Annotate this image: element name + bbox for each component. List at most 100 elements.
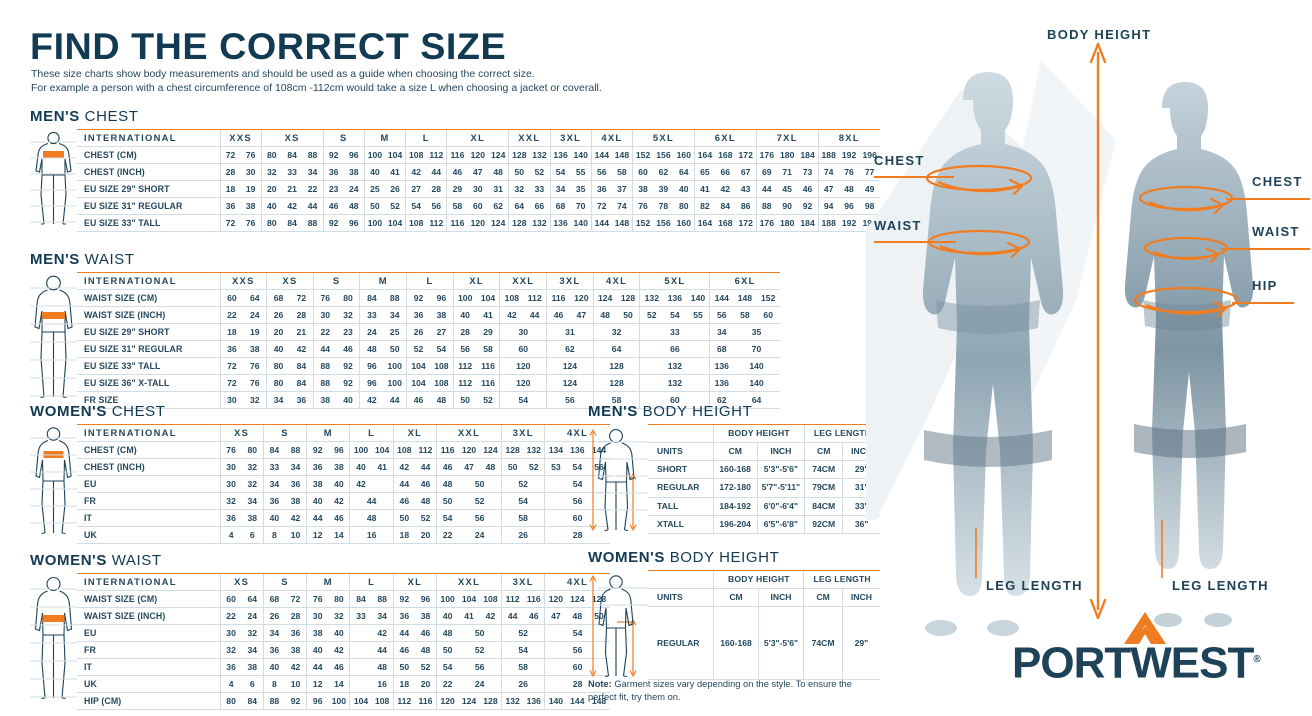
- cell: 42: [328, 492, 350, 510]
- cell: 36: [590, 180, 612, 198]
- cell: 34: [371, 607, 394, 625]
- row-label: REGULAR: [648, 478, 714, 498]
- cell: 120: [458, 441, 480, 459]
- cell: 65: [693, 163, 715, 181]
- table-womens-chest: INTERNATIONAL XS S M L XL XXL 3XL 4XL CHEST (CM)…: [77, 424, 610, 544]
- cell: 34: [262, 624, 285, 642]
- cell: 84: [289, 374, 314, 392]
- table-row: FR SIZE 30 32 34 36 38 40 42 44 46 48 50 52 54 56 58 60 6…: [77, 391, 780, 409]
- section-title-womens-body-height: WOMEN'S BODY HEIGHT: [588, 549, 780, 566]
- cell: 46: [328, 658, 350, 676]
- cell: 29: [476, 323, 500, 341]
- male-waist-figure: [30, 272, 77, 400]
- size-group-header-8xl: 8XL: [817, 129, 880, 147]
- cell: 124: [458, 692, 480, 710]
- cell: 132: [639, 357, 710, 375]
- cell: 94: [817, 197, 839, 215]
- cell: 124: [546, 374, 594, 392]
- cell: 128: [592, 374, 640, 392]
- cell: 46: [392, 641, 415, 659]
- size-group-header-3xl: 3XL: [549, 129, 592, 147]
- cell: 28: [219, 163, 241, 181]
- cell: 66: [529, 197, 550, 215]
- table-row: TALL 184-192 6'0"-6'4" 84CM 33": [648, 497, 880, 516]
- row-label: FR: [77, 641, 220, 659]
- cell: 120: [569, 289, 594, 307]
- cell: 30: [467, 180, 489, 198]
- row-label: WAIST SIZE (CM): [77, 590, 220, 608]
- cell: 46: [414, 475, 437, 493]
- cell: 32: [260, 163, 282, 181]
- cell: 36: [306, 458, 329, 476]
- section-title-mens-chest: MEN'S CHEST: [30, 108, 139, 125]
- cell: 132: [639, 289, 664, 307]
- cell: 112: [523, 289, 547, 307]
- cell: 168: [715, 214, 736, 232]
- row-label: CHEST (CM): [77, 441, 220, 459]
- cell: 34: [284, 458, 307, 476]
- cell: 52: [501, 624, 545, 642]
- cell: 48: [436, 475, 459, 493]
- cell: 44: [392, 624, 415, 642]
- size-group-header-xxs: XXS: [219, 129, 262, 147]
- cell: 43: [735, 180, 757, 198]
- female-height-figure: [588, 570, 648, 680]
- cell: 22: [219, 607, 242, 625]
- cell: 96: [359, 374, 384, 392]
- cell: 134: [544, 441, 567, 459]
- cell: 72: [590, 197, 612, 215]
- row-label: EU SIZE 36" X-TALL: [77, 374, 220, 392]
- row-label: EU SIZE 29" SHORT: [77, 180, 220, 198]
- cell: 108: [392, 441, 415, 459]
- cell: 54: [405, 197, 427, 215]
- size-group-header-4xl: 4XL: [592, 272, 640, 290]
- table-row: CHEST (CM) 76 80 84 88 92 96 100 104 108 112 116 120…: [77, 441, 610, 459]
- cell: 116: [446, 146, 468, 164]
- cell: 55: [570, 163, 592, 181]
- cell: 108: [405, 214, 427, 232]
- cell: 71: [776, 163, 798, 181]
- cell: 136: [549, 214, 571, 232]
- cell: 24: [458, 526, 502, 544]
- cell: 40: [262, 658, 285, 676]
- table-row: UK 4 6 8 10 12 14 16 18 20 22 24 26 28: [77, 675, 610, 693]
- size-group-header-xxl: XXL: [499, 272, 547, 290]
- cell: 136: [566, 441, 589, 459]
- cell: 52: [639, 306, 664, 324]
- table-womens-waist: INTERNATIONAL XS S M L XL XXL 3XL 4XL WAIST SIZE…: [77, 573, 610, 710]
- cell: 50: [458, 624, 502, 642]
- cell: 46: [328, 509, 350, 527]
- size-group-header-xl: XL: [452, 272, 500, 290]
- female-chest-figure: [30, 424, 77, 536]
- size-group-header-xs: XS: [260, 129, 324, 147]
- cell: 49: [859, 180, 880, 198]
- table-row: FR 32 34 36 38 40 42 44 46 48 50 52 54 56: [77, 641, 610, 659]
- cell: 120: [499, 374, 547, 392]
- cell: 116: [446, 214, 468, 232]
- cell: 52: [414, 658, 437, 676]
- table-row: CHEST (CM) 72 76 80 84 88 92 96 100 104 108 112 116 1…: [77, 146, 880, 164]
- cell: 40: [349, 458, 372, 476]
- cell: 42: [284, 658, 307, 676]
- table-row: WAIST SIZE (CM) 60 64 68 72 76 80 84 88 92 96 100 10…: [77, 590, 610, 608]
- cell: 188: [817, 146, 839, 164]
- cell: 32: [508, 180, 530, 198]
- cell: 76: [243, 357, 267, 375]
- intro-line-2: For example a person with a chest circum…: [31, 81, 602, 94]
- cell: 88: [755, 197, 777, 215]
- row-label: WAIST SIZE (INCH): [77, 306, 220, 324]
- table-row: CHEST (INCH) 28 30 32 33 34 36 38 40 41 42 44 46 47 48…: [77, 163, 880, 181]
- chest-highlight: [43, 151, 64, 158]
- cell: 66: [715, 163, 736, 181]
- group-header-row: BODY HEIGHT LEG LENGTH: [648, 570, 880, 589]
- cell: 184: [797, 146, 819, 164]
- cell: 28: [289, 306, 314, 324]
- table-row: EU SIZE 33" TALL 72 76 80 84 88 92 96 100 104 108 1…: [77, 357, 780, 375]
- size-group-header-s: S: [262, 424, 307, 442]
- cell: 46: [414, 624, 437, 642]
- cell: 48: [436, 624, 459, 642]
- row-label: EU SIZE 33" TALL: [77, 214, 220, 232]
- cell: 33: [349, 607, 372, 625]
- cell: 8: [262, 675, 285, 693]
